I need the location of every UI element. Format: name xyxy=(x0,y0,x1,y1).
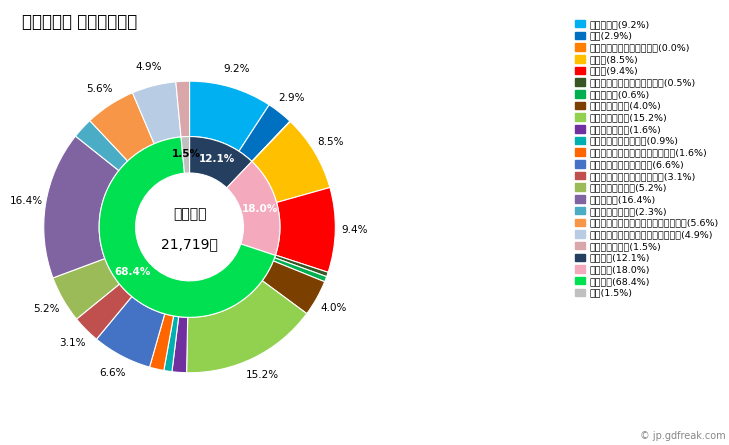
Wedge shape xyxy=(181,137,190,173)
Text: 2.9%: 2.9% xyxy=(278,93,305,103)
Wedge shape xyxy=(262,261,324,314)
Text: 12.1%: 12.1% xyxy=(198,154,235,164)
Wedge shape xyxy=(176,81,190,137)
Legend: 農業，林業(9.2%), 漁業(2.9%), 鉱業，採石業，砂利採取業(0.0%), 建設業(8.5%), 製造業(9.4%), 電気・ガス・熱供給・水道業(0: 農業，林業(9.2%), 漁業(2.9%), 鉱業，採石業，砂利採取業(0.0%… xyxy=(574,18,721,299)
Wedge shape xyxy=(133,82,181,144)
Text: 21,719人: 21,719人 xyxy=(161,238,218,251)
Text: 9.4%: 9.4% xyxy=(341,226,367,235)
Text: 8.5%: 8.5% xyxy=(318,137,344,147)
Wedge shape xyxy=(276,187,335,272)
Text: 5.6%: 5.6% xyxy=(86,84,113,94)
Wedge shape xyxy=(190,137,252,188)
Wedge shape xyxy=(99,137,276,317)
Text: 9.2%: 9.2% xyxy=(223,64,250,74)
Wedge shape xyxy=(76,121,128,170)
Text: 4.0%: 4.0% xyxy=(320,303,346,312)
Wedge shape xyxy=(53,259,120,319)
Wedge shape xyxy=(90,93,154,161)
Text: ２０２０年 萩市の就業者: ２０２０年 萩市の就業者 xyxy=(22,13,137,31)
Text: 4.9%: 4.9% xyxy=(136,62,163,72)
Wedge shape xyxy=(77,284,132,339)
Wedge shape xyxy=(252,121,290,162)
Text: 68.4%: 68.4% xyxy=(114,267,151,277)
Text: 18.0%: 18.0% xyxy=(242,204,278,214)
Wedge shape xyxy=(96,296,165,367)
Wedge shape xyxy=(149,314,174,370)
Wedge shape xyxy=(275,255,328,277)
Text: 1.5%: 1.5% xyxy=(171,149,200,159)
Wedge shape xyxy=(252,121,330,202)
Text: 6.6%: 6.6% xyxy=(99,368,126,378)
Text: 16.4%: 16.4% xyxy=(10,196,44,206)
Wedge shape xyxy=(273,258,327,282)
Text: 3.1%: 3.1% xyxy=(59,338,86,348)
Text: 5.2%: 5.2% xyxy=(34,304,60,314)
Text: 就業者数: 就業者数 xyxy=(173,207,206,221)
Wedge shape xyxy=(44,136,119,278)
Wedge shape xyxy=(190,81,269,151)
Wedge shape xyxy=(172,317,187,373)
Text: © jp.gdfreak.com: © jp.gdfreak.com xyxy=(640,431,725,441)
Wedge shape xyxy=(227,162,280,255)
Wedge shape xyxy=(164,316,179,372)
Text: 15.2%: 15.2% xyxy=(246,370,278,380)
Wedge shape xyxy=(239,105,290,162)
Wedge shape xyxy=(187,281,307,373)
